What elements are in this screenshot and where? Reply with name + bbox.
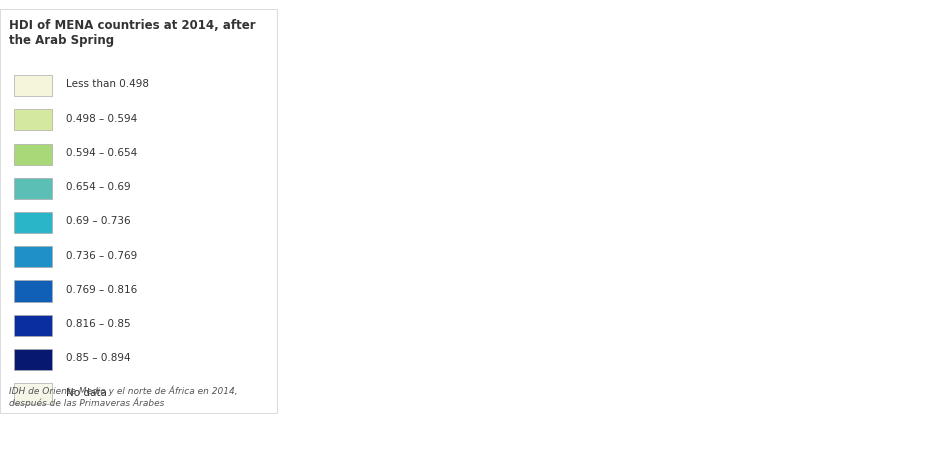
Text: 0.736 – 0.769: 0.736 – 0.769 [66,250,137,261]
FancyBboxPatch shape [14,144,52,165]
Text: No data: No data [66,387,106,398]
Text: 0.85 – 0.894: 0.85 – 0.894 [66,353,131,363]
FancyBboxPatch shape [0,9,277,413]
FancyBboxPatch shape [14,349,52,370]
FancyBboxPatch shape [14,212,52,233]
FancyBboxPatch shape [14,315,52,336]
Text: 0.769 – 0.816: 0.769 – 0.816 [66,285,137,295]
Text: Less than 0.498: Less than 0.498 [66,79,149,90]
Text: IDH de Oriente Medio y el norte de África en 2014,
después de las Primaveras Ára: IDH de Oriente Medio y el norte de Áfric… [9,386,238,408]
FancyBboxPatch shape [14,280,52,302]
Text: 0.69 – 0.736: 0.69 – 0.736 [66,216,131,227]
Text: 0.816 – 0.85: 0.816 – 0.85 [66,319,131,329]
FancyBboxPatch shape [14,109,52,130]
FancyBboxPatch shape [14,246,52,267]
FancyBboxPatch shape [14,178,52,199]
Text: 0.498 – 0.594: 0.498 – 0.594 [66,113,137,124]
FancyBboxPatch shape [14,383,52,404]
Text: HDI of MENA countries at 2014, after
the Arab Spring: HDI of MENA countries at 2014, after the… [9,19,256,47]
FancyBboxPatch shape [14,75,52,96]
Text: 0.654 – 0.69: 0.654 – 0.69 [66,182,131,192]
Text: 0.594 – 0.654: 0.594 – 0.654 [66,148,137,158]
